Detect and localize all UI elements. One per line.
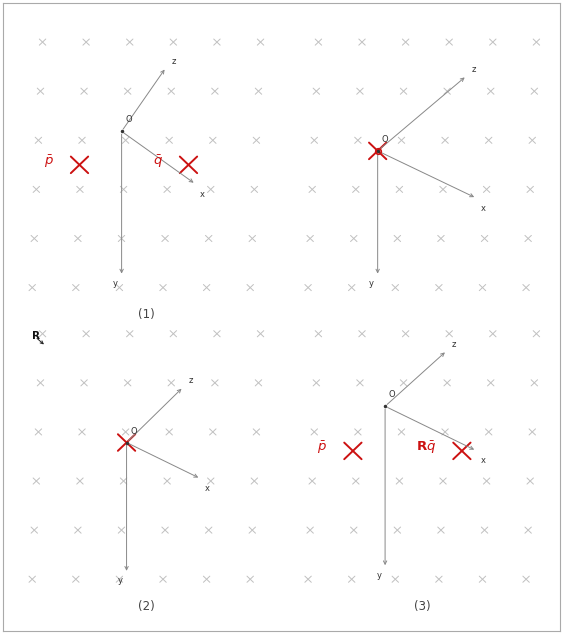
Text: (1): (1) [138, 308, 155, 321]
Text: x: x [480, 204, 485, 213]
Text: $\bar{q}$: $\bar{q}$ [153, 154, 163, 171]
Text: z: z [472, 65, 476, 74]
Text: (2): (2) [138, 600, 155, 613]
Text: y: y [118, 576, 123, 585]
Text: y: y [369, 279, 374, 288]
Text: R$\bar{q}$: R$\bar{q}$ [415, 440, 436, 456]
Text: O: O [381, 135, 388, 144]
Text: (3): (3) [414, 600, 431, 613]
Text: z: z [189, 377, 193, 385]
Text: y: y [113, 279, 118, 288]
Text: $\bar{p}$: $\bar{p}$ [317, 440, 327, 456]
Text: z: z [452, 340, 457, 349]
Text: R: R [33, 331, 41, 341]
Text: O: O [130, 427, 137, 436]
Text: O: O [126, 115, 132, 124]
Text: x: x [200, 190, 204, 199]
Text: y: y [377, 571, 381, 580]
Text: x: x [480, 456, 485, 465]
Text: x: x [204, 484, 209, 493]
Text: O: O [389, 391, 395, 399]
Text: z: z [171, 57, 176, 66]
Text: $\bar{p}$: $\bar{p}$ [44, 154, 53, 171]
